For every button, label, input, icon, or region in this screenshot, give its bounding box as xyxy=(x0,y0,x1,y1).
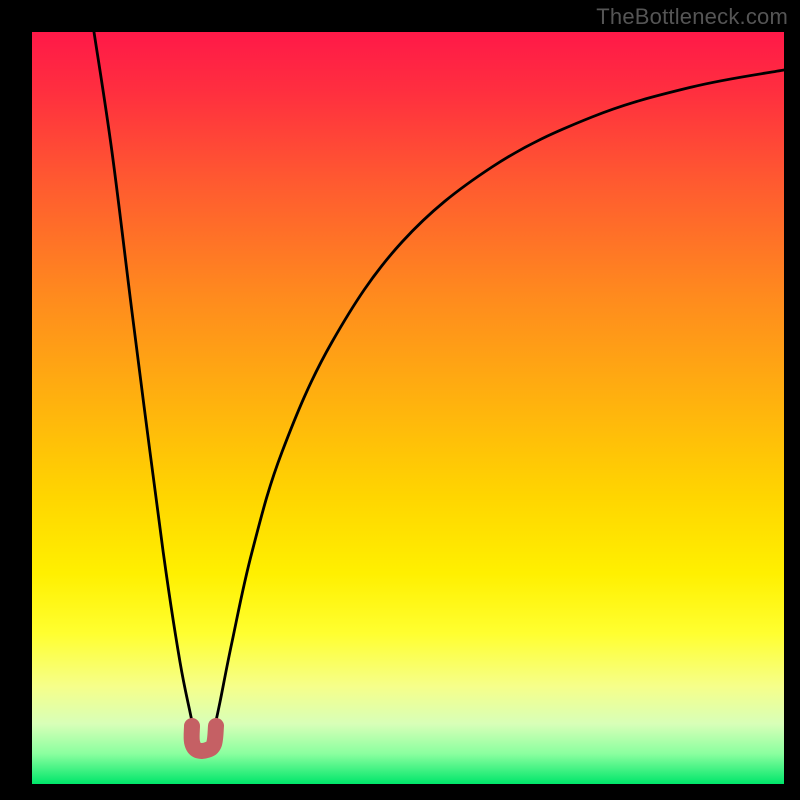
curve-layer xyxy=(32,32,784,784)
chart-frame: TheBottleneck.com xyxy=(0,0,800,800)
dip-marker xyxy=(192,726,216,751)
watermark-text: TheBottleneck.com xyxy=(596,4,788,30)
curve-right-branch xyxy=(214,70,784,730)
curve-left-branch xyxy=(94,32,194,730)
plot-area xyxy=(32,32,784,784)
